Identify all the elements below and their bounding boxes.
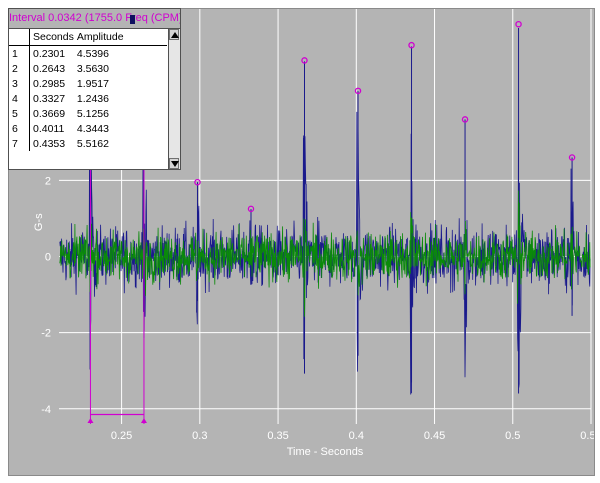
- cell-index: 1: [9, 45, 30, 61]
- scroll-down-button[interactable]: [169, 158, 179, 169]
- peak-marker: [194, 178, 201, 186]
- x-tick-label: 0.5: [505, 430, 520, 442]
- cell-amplitude: 4.5396: [76, 47, 109, 60]
- peak-marker: [515, 20, 522, 28]
- peak-marker: [461, 116, 469, 123]
- x-tick-label: 0.3: [192, 430, 207, 442]
- cell-amplitude: 5.1256: [76, 107, 109, 120]
- table-scrollbar[interactable]: [168, 29, 180, 169]
- y-axis-label: G-s: [33, 213, 45, 231]
- cell-amplitude: 5.5162: [76, 137, 109, 150]
- header-index: [9, 29, 30, 46]
- peak-table: Seconds Amplitude 1 0.2301 4.5396 2 0.2643 3.…: [9, 29, 167, 151]
- x-tick-label: 0.35: [267, 430, 288, 442]
- x-tick-label: 0.25: [111, 430, 132, 442]
- table-row[interactable]: 2 0.2643 3.5630: [9, 61, 167, 76]
- peak-marker: [354, 87, 362, 95]
- scroll-up-button[interactable]: [169, 29, 179, 40]
- cell-index: 5: [9, 106, 30, 121]
- table-row[interactable]: 6 0.4011 4.3443: [9, 121, 167, 136]
- cell-seconds: 0.4011: [33, 122, 65, 135]
- cell-index: 3: [9, 76, 30, 91]
- header-seconds: Seconds: [29, 29, 74, 46]
- peak-table-area[interactable]: Seconds Amplitude 1 0.2301 4.5396 2 0.2643 3.…: [9, 29, 171, 169]
- cell-index: 2: [9, 61, 30, 76]
- y-tick-label: -4: [41, 404, 51, 416]
- cell-seconds: 0.3327: [33, 92, 66, 105]
- peak-marker: [247, 205, 255, 213]
- y-tick-label: 2: [45, 175, 51, 187]
- peak-marker: [301, 57, 308, 64]
- x-tick-label: 0.55: [580, 430, 594, 442]
- x-tick-label: 0.4: [349, 430, 364, 442]
- table-row[interactable]: 5 0.3669 5.1256: [9, 106, 167, 121]
- x-tick-label: 0.45: [424, 430, 445, 442]
- cell-amplitude: 3.5630: [76, 62, 109, 75]
- cell-amplitude: 4.3443: [76, 122, 109, 135]
- cell-seconds: 0.2985: [33, 77, 66, 90]
- y-tick-label: -2: [41, 328, 51, 340]
- title-marker-icon: [130, 15, 135, 24]
- table-row[interactable]: 4 0.3327 1.2436: [9, 91, 167, 106]
- cell-index: 6: [9, 121, 30, 136]
- panel-title-text: Interval 0.0342 (1755.0 Freq (CPM)): [9, 12, 181, 24]
- table-row[interactable]: 7 0.4353 5.5162: [9, 136, 167, 151]
- cell-seconds: 0.4353: [33, 137, 66, 150]
- cell-seconds: 0.2643: [33, 62, 66, 75]
- y-tick-label: 0: [45, 251, 51, 263]
- waveform-chart[interactable]: 0.25 0.3 0.35 0.4 0.45 0.5 0.55 2 0 -2 -4 Time - Se…: [9, 9, 594, 475]
- cell-index: 4: [9, 91, 30, 106]
- cell-index: 7: [9, 136, 30, 151]
- table-row[interactable]: 3 0.2985 1.9517: [9, 76, 167, 91]
- cell-amplitude: 1.2436: [76, 92, 109, 105]
- cell-seconds: 0.3669: [33, 107, 66, 120]
- interval-cursor-left-handle: [87, 418, 94, 423]
- table-row[interactable]: 1 0.2301 4.5396: [9, 45, 167, 61]
- cell-seconds: 0.2301: [33, 47, 66, 60]
- table-header-row: Seconds Amplitude: [9, 29, 167, 46]
- series-line-green: [59, 190, 591, 317]
- x-axis-label: Time - Seconds: [287, 446, 364, 458]
- peak-data-panel[interactable]: Interval 0.0342 (1755.0 Freq (CPM)) Seco…: [8, 8, 181, 170]
- header-amplitude: Amplitude: [73, 29, 167, 46]
- peak-marker: [568, 154, 576, 161]
- arrow-down-icon: [171, 161, 179, 167]
- panel-title-bar[interactable]: Interval 0.0342 (1755.0 Freq (CPM)): [9, 9, 180, 29]
- interval-cursor-right-handle: [140, 418, 147, 423]
- peak-marker: [408, 41, 415, 49]
- arrow-up-icon: [171, 32, 179, 38]
- cell-amplitude: 1.9517: [76, 77, 109, 90]
